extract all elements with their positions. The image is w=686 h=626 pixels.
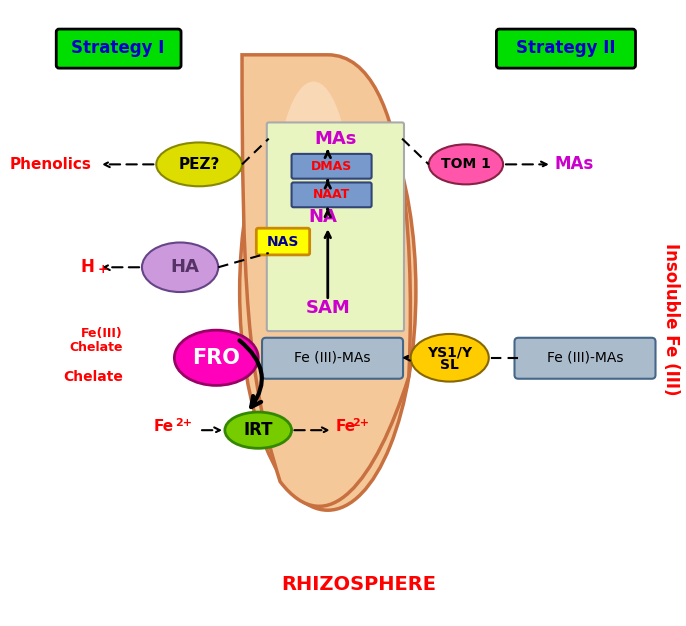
Text: Insoluble Fe (III): Insoluble Fe (III)	[662, 244, 680, 396]
Text: Fe(III): Fe(III)	[81, 327, 123, 341]
Text: +: +	[97, 262, 108, 275]
Text: MAs: MAs	[554, 155, 594, 173]
Text: Chelate: Chelate	[63, 370, 123, 384]
FancyBboxPatch shape	[262, 338, 403, 379]
Text: TOM 1: TOM 1	[441, 157, 491, 172]
Text: HA: HA	[170, 259, 200, 276]
Text: Fe (III)-MAs: Fe (III)-MAs	[294, 351, 371, 365]
Ellipse shape	[174, 330, 258, 386]
Text: NA: NA	[309, 208, 338, 226]
Text: Strategy II: Strategy II	[516, 39, 616, 57]
Text: FRO: FRO	[192, 348, 240, 368]
Text: Fe: Fe	[153, 419, 174, 434]
Ellipse shape	[156, 143, 242, 187]
FancyBboxPatch shape	[56, 29, 181, 68]
FancyBboxPatch shape	[514, 338, 656, 379]
FancyBboxPatch shape	[292, 182, 372, 207]
Text: Fe (III)-MAs: Fe (III)-MAs	[547, 351, 624, 365]
FancyArrowPatch shape	[239, 341, 262, 407]
Text: NAS: NAS	[267, 235, 299, 249]
PathPatch shape	[242, 55, 410, 506]
Text: 2+: 2+	[176, 418, 192, 428]
Text: YS1/Y: YS1/Y	[427, 345, 472, 359]
Ellipse shape	[225, 412, 292, 448]
Text: RHIZOSPHERE: RHIZOSPHERE	[282, 575, 437, 594]
FancyBboxPatch shape	[267, 123, 404, 331]
Text: Chelate: Chelate	[69, 341, 123, 354]
FancyBboxPatch shape	[497, 29, 635, 68]
FancyBboxPatch shape	[257, 228, 309, 255]
Text: MAs: MAs	[314, 130, 357, 148]
Ellipse shape	[270, 110, 356, 377]
Ellipse shape	[429, 145, 503, 185]
Text: H: H	[80, 259, 95, 276]
Text: Fe: Fe	[335, 419, 355, 434]
Text: Phenolics: Phenolics	[10, 157, 91, 172]
Text: Strategy I: Strategy I	[71, 39, 165, 57]
Ellipse shape	[275, 81, 352, 329]
Text: 2+: 2+	[353, 418, 370, 428]
Ellipse shape	[239, 72, 416, 510]
Text: NAAT: NAAT	[313, 188, 351, 202]
Ellipse shape	[411, 334, 489, 382]
Text: IRT: IRT	[244, 421, 273, 439]
Text: SL: SL	[440, 359, 459, 372]
Text: SAM: SAM	[305, 299, 350, 317]
Ellipse shape	[142, 242, 218, 292]
Text: DMAS: DMAS	[311, 160, 352, 173]
Text: PEZ?: PEZ?	[178, 157, 220, 172]
FancyBboxPatch shape	[292, 154, 372, 178]
